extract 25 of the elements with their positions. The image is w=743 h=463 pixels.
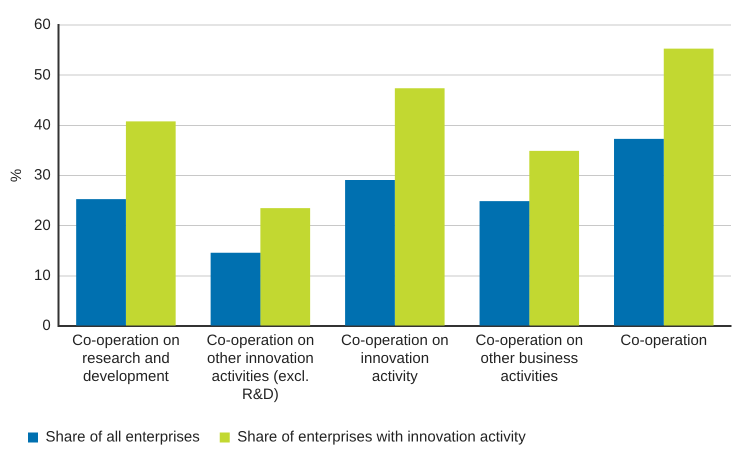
bar: [345, 180, 395, 326]
bar: [260, 208, 310, 326]
y-tick-label: 20: [34, 216, 51, 234]
legend-label: Share of enterprises with innovation activity: [237, 428, 526, 446]
y-tick-label: 30: [34, 166, 51, 184]
y-tick-label: 10: [34, 266, 51, 284]
x-tick-label: Co-operation on innovation activity: [341, 332, 449, 386]
x-tick-label: Co-operation on other innovation activities (excl. R&D): [206, 332, 314, 404]
bar: [480, 201, 530, 326]
y-tick-label: 50: [34, 66, 51, 84]
y-tick-label: 0: [42, 317, 51, 334]
bar: [76, 199, 126, 326]
bar: [664, 48, 714, 326]
bar: [210, 252, 260, 326]
legend-label: Share of all enterprises: [46, 428, 200, 446]
bar: [614, 138, 664, 326]
bar: [529, 150, 580, 326]
x-tick-label: Co-operation: [620, 332, 708, 350]
y-tick-label: 60: [34, 16, 51, 34]
bar: [126, 121, 176, 326]
y-tick-label: 40: [34, 116, 51, 134]
x-tick-label: Co-operation on other business activities: [476, 332, 584, 386]
y-axis-title: %: [8, 168, 26, 182]
bar: [394, 88, 445, 326]
x-tick-label: Co-operation on research and development: [72, 332, 180, 386]
